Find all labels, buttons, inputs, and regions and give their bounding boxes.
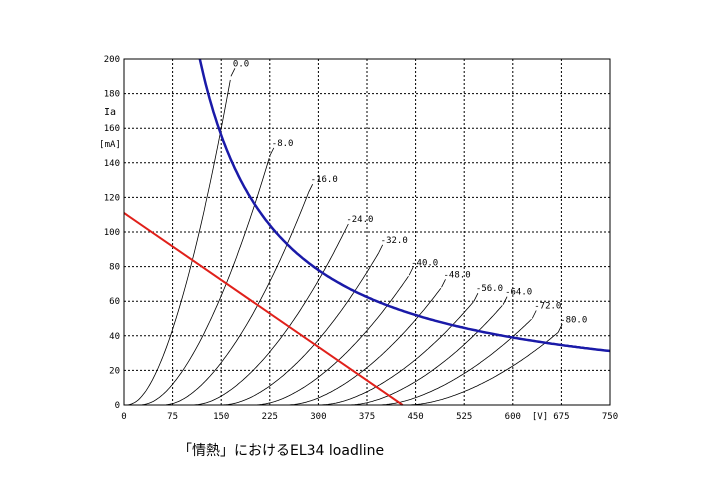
plate-curve <box>250 275 409 406</box>
x-tick-label: 450 <box>407 412 423 422</box>
y-tick-label: 20 <box>109 366 120 376</box>
x-tick-label: 375 <box>359 412 375 422</box>
x-axis-unit: [V] <box>532 412 548 422</box>
plot-frame <box>123 58 611 406</box>
plate-curve <box>159 192 310 406</box>
chart-caption: 「情熱」におけるEL34 loadline <box>178 443 385 459</box>
curve-leader <box>378 244 384 253</box>
tick-labels: 0 75 150 225 300 375 450 525 600 675 750 0 20 40 60 80 1… <box>104 55 618 422</box>
curve-label: -40.0 <box>411 258 438 268</box>
y-tick-label: 200 <box>104 55 120 65</box>
curve-leader <box>441 279 446 288</box>
curve-leader <box>230 68 236 77</box>
curve-leader <box>269 147 275 157</box>
y-tick-label: 40 <box>109 332 120 342</box>
plate-curve <box>124 79 231 406</box>
x-tick-label: 675 <box>553 412 569 422</box>
y-axis-unit: [mA] <box>99 140 121 150</box>
plate-curve <box>282 287 442 406</box>
curve-leader <box>343 223 349 233</box>
curve-label: -80.0 <box>560 315 587 325</box>
x-tick-label: 150 <box>213 412 229 422</box>
y-tick-label: 180 <box>104 90 120 100</box>
plate-curves: 0.0 -8.0 -16.0 -24.0 -32.0 -40.0 -48.0 -56.0 -64… <box>124 59 587 406</box>
y-tick-label: 160 <box>104 124 120 134</box>
x-tick-label: 300 <box>310 412 326 422</box>
curve-label: 0.0 <box>233 59 249 69</box>
plate-curve <box>315 301 474 406</box>
x-tick-label: 0 <box>121 412 126 422</box>
y-tick-label: 140 <box>104 159 120 169</box>
y-axis-label: Ia <box>104 107 116 118</box>
curve-leader <box>557 324 563 333</box>
curve-leader <box>308 184 314 193</box>
curve-label: -56.0 <box>476 284 503 294</box>
y-tick-label: 60 <box>109 297 120 307</box>
plate-curve <box>344 305 503 406</box>
loadline <box>123 212 404 406</box>
grid <box>124 59 610 405</box>
y-tick-label: 0 <box>115 401 120 411</box>
curve-label: -64.0 <box>505 288 532 298</box>
overlay-lines <box>123 58 611 406</box>
plate-curve <box>137 157 270 406</box>
curve-leader <box>473 293 479 302</box>
curve-label: -24.0 <box>346 215 373 225</box>
curve-label: -8.0 <box>272 139 294 149</box>
y-tick-label: 80 <box>109 263 120 273</box>
max-dissipation-curve <box>198 58 611 353</box>
x-tick-label: 750 <box>602 412 618 422</box>
x-tick-label: 75 <box>167 412 178 422</box>
plate-curve <box>402 331 559 406</box>
plate-curve <box>373 318 532 406</box>
curve-label: -16.0 <box>311 175 338 185</box>
curve-leader <box>531 310 537 319</box>
y-tick-label: 120 <box>104 193 120 203</box>
plate-curve <box>218 252 380 406</box>
x-tick-label: 600 <box>505 412 521 422</box>
x-tick-label: 225 <box>262 412 278 422</box>
curve-label: -32.0 <box>381 236 408 246</box>
curve-label: -48.0 <box>444 270 471 280</box>
curve-label: -72.0 <box>534 302 561 312</box>
plate-curve <box>188 231 345 406</box>
curve-leader <box>408 267 414 276</box>
x-tick-label: 525 <box>456 412 472 422</box>
curve-leader <box>502 296 508 305</box>
y-tick-label: 100 <box>104 228 120 238</box>
